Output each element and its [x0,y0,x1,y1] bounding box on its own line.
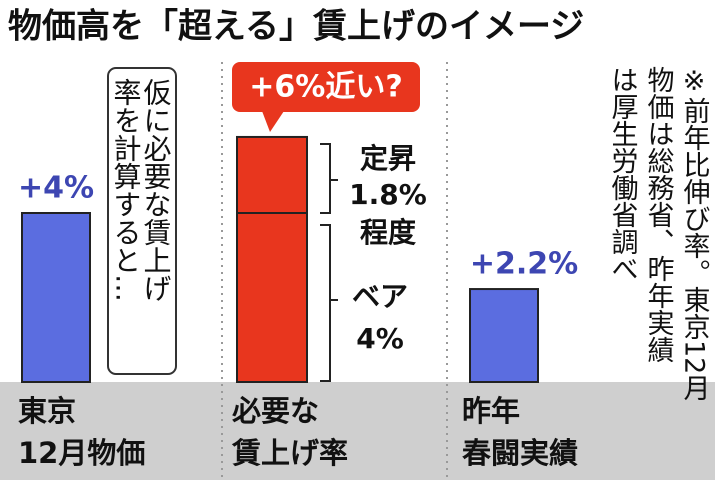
x-tick-label: 春闘実績 [462,436,578,470]
x-tick-label: 12月物価 [18,436,145,470]
x-tick-label: 東京 [18,394,76,428]
segment-name: ベア [352,280,408,313]
bracket [320,224,338,382]
segment-value: 1.8% [349,178,427,211]
value-label: +4% [18,171,94,206]
note-text: 物価は総務省、昨年実績 [643,66,675,363]
segment-name: 程度 [360,216,416,249]
bar [236,212,308,383]
callout-box [232,62,420,112]
value-label: +2.2% [470,247,578,282]
callout-pointer [262,111,284,132]
bar [469,288,539,383]
aside-text: 仮に必要な賃上げ [140,78,173,302]
note-text: は厚生労働省調べ [607,66,639,282]
segment-value: 4% [356,322,404,355]
aside-box [107,67,177,375]
x-tick-label: 賃上げ率 [231,436,348,470]
x-tick-label: 昨年 [462,394,520,428]
bar [21,212,91,383]
note-text: ※前年比伸び率。東京12月 [679,66,711,401]
aside-text: 率を計算すると… [110,78,143,302]
chart-title: 物価高を「超える」賃上げのイメージ [8,7,584,47]
callout: +6%近い? [249,70,402,105]
bracket [320,143,338,214]
x-tick-label: 必要な [232,394,319,428]
category-band [0,382,715,480]
bar [236,135,308,214]
segment-name: 定昇 [360,142,416,175]
